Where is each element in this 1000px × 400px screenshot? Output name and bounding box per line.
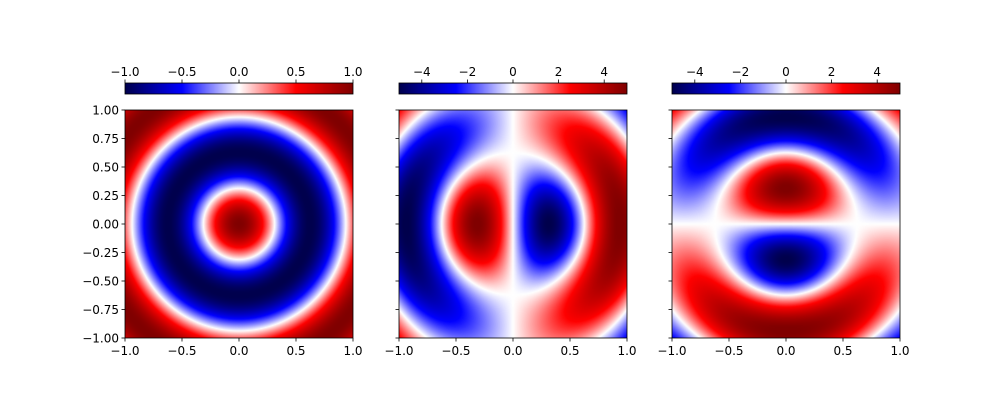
y-tick-label: −0.50 xyxy=(82,274,119,288)
x-tick-label: 0.0 xyxy=(776,344,795,358)
subplot-1: −1.0 −0.5 0.0 0.5 1.0 1.00 0.75 0.50 0.25 0.00 −0.… xyxy=(82,65,362,358)
colorbar: −4 −2 0 2 4 xyxy=(671,65,901,95)
colorbar-gradient xyxy=(399,83,627,94)
colorbar-gradient xyxy=(125,83,353,94)
y-tick-label: 0.25 xyxy=(92,189,119,203)
x-tick-label: −0.5 xyxy=(714,344,743,358)
y-tick-label: −0.25 xyxy=(82,246,119,260)
colorbar-tick-label: −0.5 xyxy=(167,65,196,79)
colorbar-tick-label: −1.0 xyxy=(110,65,139,79)
colorbar-tick-label: −4 xyxy=(686,65,704,79)
y-tick-label: 0.50 xyxy=(92,160,119,174)
colorbar-tick-label: 0 xyxy=(509,65,517,79)
subplot-3: −1.0 −0.5 0.0 0.5 1.0 −4 −2 0 2 4 xyxy=(657,65,909,358)
colorbar-tick-label: 4 xyxy=(600,65,608,79)
heatmap-image xyxy=(125,110,353,338)
x-tick-label: 0.5 xyxy=(833,344,852,358)
colorbar-tick-label: 0.5 xyxy=(286,65,305,79)
colorbar: −4 −2 0 2 4 xyxy=(398,65,628,95)
colorbar-tick-label: −2 xyxy=(732,65,750,79)
x-tick-label: −1.0 xyxy=(110,344,139,358)
x-tick-label: 0.5 xyxy=(286,344,305,358)
colorbar-tick-label: 4 xyxy=(873,65,881,79)
colorbar-tick-label: −4 xyxy=(413,65,431,79)
x-tick-label: 1.0 xyxy=(890,344,909,358)
y-tick-label: 0.00 xyxy=(92,217,119,231)
y-tick-label: −1.00 xyxy=(82,331,119,345)
x-tick-label: 0.0 xyxy=(503,344,522,358)
x-tick-label: −1.0 xyxy=(384,344,413,358)
y-tick-label: 0.75 xyxy=(92,132,119,146)
y-tick-label: 1.00 xyxy=(92,103,119,117)
colorbar-tick-label: 0.0 xyxy=(229,65,248,79)
colorbar-gradient xyxy=(672,83,900,94)
colorbar-tick-label: −2 xyxy=(459,65,477,79)
x-tick-label: 1.0 xyxy=(617,344,636,358)
x-tick-label: 0.0 xyxy=(229,344,248,358)
colorbar-tick-label: 2 xyxy=(555,65,563,79)
x-tick-label: −0.5 xyxy=(167,344,196,358)
x-tick-label: −1.0 xyxy=(657,344,686,358)
y-tick-label: −0.75 xyxy=(82,303,119,317)
colorbar-tick-label: 2 xyxy=(828,65,836,79)
x-tick-label: 1.0 xyxy=(343,344,362,358)
colorbar: −1.0 −0.5 0.0 0.5 1.0 xyxy=(110,65,363,95)
colorbar-tick-label: 1.0 xyxy=(343,65,362,79)
heatmap-image xyxy=(399,110,627,338)
subplot-2: −1.0 −0.5 0.0 0.5 1.0 −4 −2 0 2 4 xyxy=(384,65,636,358)
x-tick-label: 0.5 xyxy=(560,344,579,358)
x-tick-label: −0.5 xyxy=(441,344,470,358)
heatmap-image xyxy=(672,110,900,338)
colorbar-tick-label: 0 xyxy=(782,65,790,79)
